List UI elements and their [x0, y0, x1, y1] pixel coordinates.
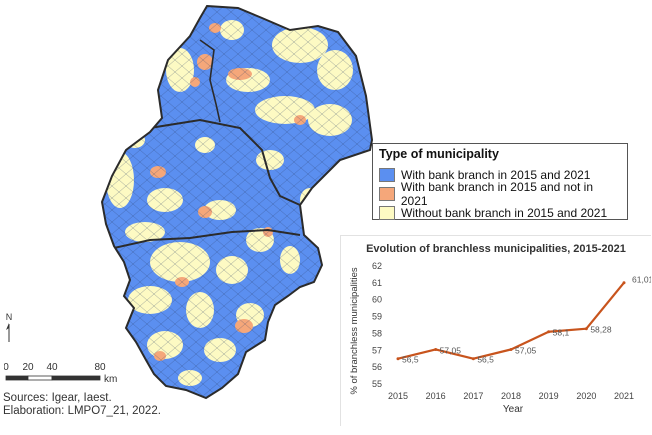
legend-item-lost-branch: With bank branch in 2015 and not in 2021 — [379, 180, 621, 208]
data-point — [509, 347, 513, 351]
scale-tick-label: 80 — [94, 362, 106, 373]
legend-title: Type of municipality — [379, 147, 499, 161]
x-tick-label: 2016 — [426, 391, 446, 401]
y-tick-label: 62 — [372, 261, 382, 271]
legend-item-with-branch: With bank branch in 2015 and 2021 — [379, 165, 621, 184]
data-label: 56,5 — [477, 355, 494, 365]
data-point — [547, 330, 551, 334]
data-point — [584, 327, 588, 331]
y-tick-label: 59 — [372, 312, 382, 322]
y-tick-label: 57 — [372, 345, 382, 355]
y-tick-label: 61 — [372, 278, 382, 288]
legend-label: With bank branch in 2015 and not in 2021 — [400, 179, 594, 208]
scale-bar: 0 20 40 80 km — [3, 360, 124, 395]
legend-swatch-with-branch — [379, 167, 395, 182]
data-label: 57,05 — [440, 345, 462, 355]
chart-title: Evolution of branchless municipalities, … — [366, 243, 626, 255]
legend-label: Without bank branch in 2015 and 2021 — [401, 205, 608, 220]
data-label: 56,5 — [402, 355, 419, 365]
x-axis-label: Year — [503, 404, 524, 415]
line-chart: 55 56 57 58 59 60 61 62 2015 2016 2017 2018 2019 2020… — [349, 261, 651, 415]
elaboration-text: Elaboration: LMPO7_21, 2022. — [3, 405, 161, 417]
data-point — [396, 357, 400, 361]
x-tick-label: 2015 — [388, 391, 408, 401]
y-tick-label: 58 — [372, 328, 382, 338]
x-tick-label: 2018 — [501, 391, 521, 401]
data-label: 58,28 — [590, 325, 612, 335]
north-label: N — [6, 312, 13, 322]
line-chart-panel: Evolution of branchless municipalities, … — [340, 235, 651, 426]
scale-tick-label: 20 — [22, 362, 34, 373]
data-point — [471, 357, 475, 361]
y-tick-label: 56 — [372, 362, 382, 372]
data-label: 58,1 — [553, 328, 570, 338]
y-axis-label: % of branchless municipalities — [349, 267, 360, 395]
y-tick-label: 60 — [372, 295, 382, 305]
scale-tick-label: 0 — [4, 362, 9, 373]
x-tick-label: 2020 — [576, 391, 596, 401]
north-arrow: N — [2, 312, 16, 346]
data-label: 57,05 — [515, 345, 537, 355]
sources-text: Sources: Igear, Iaest. — [3, 392, 112, 404]
y-tick-label: 55 — [372, 379, 382, 389]
x-tick-label: 2017 — [463, 391, 483, 401]
scale-tick-label: 40 — [46, 362, 58, 373]
legend-swatch-without-branch — [379, 205, 395, 220]
data-point — [434, 347, 438, 351]
legend-label: With bank branch in 2015 and 2021 — [401, 167, 591, 182]
map-credits: Sources: Igear, Iaest. Elaboration: LMPO… — [3, 392, 161, 418]
legend-item-without-branch: Without bank branch in 2015 and 2021 — [379, 203, 621, 222]
north-arrow-icon: N — [6, 312, 13, 342]
data-label: 61,01 — [632, 275, 651, 285]
scale-unit: km — [104, 374, 117, 385]
x-tick-label: 2019 — [539, 391, 559, 401]
data-point — [622, 281, 626, 285]
x-tick-label: 2021 — [614, 391, 634, 401]
series-line — [397, 281, 625, 360]
map-legend: Type of municipality With bank branch in… — [372, 143, 628, 220]
legend-swatch-lost-branch — [379, 186, 395, 201]
